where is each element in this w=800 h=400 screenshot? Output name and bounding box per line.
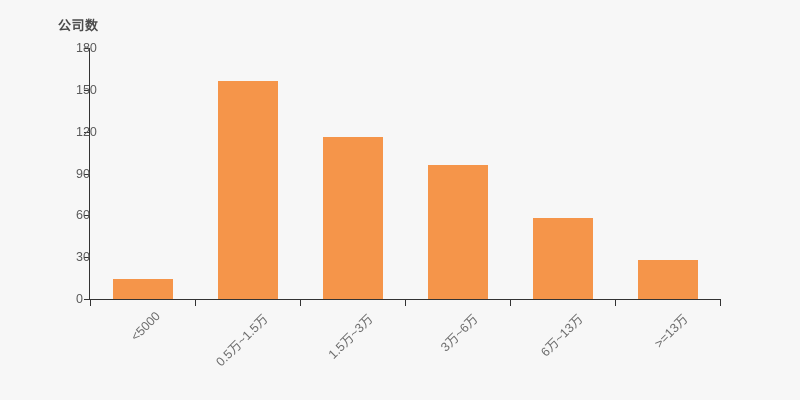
y-axis-tick xyxy=(84,48,90,49)
y-axis-tick-label: 180 xyxy=(76,41,97,55)
y-axis-tick xyxy=(84,89,90,91)
y-axis-tick-label: 90 xyxy=(76,166,90,181)
y-axis-tick xyxy=(84,299,90,300)
x-axis-line xyxy=(90,299,721,300)
x-axis-tick xyxy=(405,300,406,306)
bar[interactable] xyxy=(217,81,278,299)
x-axis-tick-label: 0.5万~1.5万 xyxy=(212,311,271,370)
x-axis-tick-label: 6万~13万 xyxy=(537,311,586,360)
x-axis-tick xyxy=(90,300,91,306)
bar[interactable] xyxy=(322,137,383,299)
y-axis-tick-label: 30 xyxy=(76,250,90,265)
x-axis-tick xyxy=(510,300,511,306)
x-axis-tick-label: 1.5万~3万 xyxy=(325,311,376,362)
y-axis-tick-label: 120 xyxy=(76,124,97,139)
y-axis-title: 公司数 xyxy=(58,18,99,33)
y-axis-tick xyxy=(84,215,90,217)
x-axis-tick-label: 3万~6万 xyxy=(437,311,481,355)
y-axis-tick xyxy=(84,257,90,259)
x-axis-tick xyxy=(195,300,196,306)
y-axis-tick-label: 0 xyxy=(76,292,83,306)
x-axis-tick-label: <5000 xyxy=(127,309,163,344)
x-axis-tick-label: >=13万 xyxy=(651,311,691,351)
y-axis-tick-label: 60 xyxy=(76,208,90,223)
x-axis-tick xyxy=(300,300,301,306)
y-axis-tick xyxy=(84,131,90,133)
bar[interactable] xyxy=(532,218,593,299)
x-axis-tick xyxy=(720,300,721,306)
y-axis-tick xyxy=(84,173,90,175)
x-axis-tick xyxy=(615,300,616,306)
bar[interactable] xyxy=(112,279,173,299)
y-axis-tick-label: 150 xyxy=(76,82,97,97)
bar[interactable] xyxy=(427,165,488,299)
bar[interactable] xyxy=(637,259,698,299)
plot-area xyxy=(90,48,720,299)
